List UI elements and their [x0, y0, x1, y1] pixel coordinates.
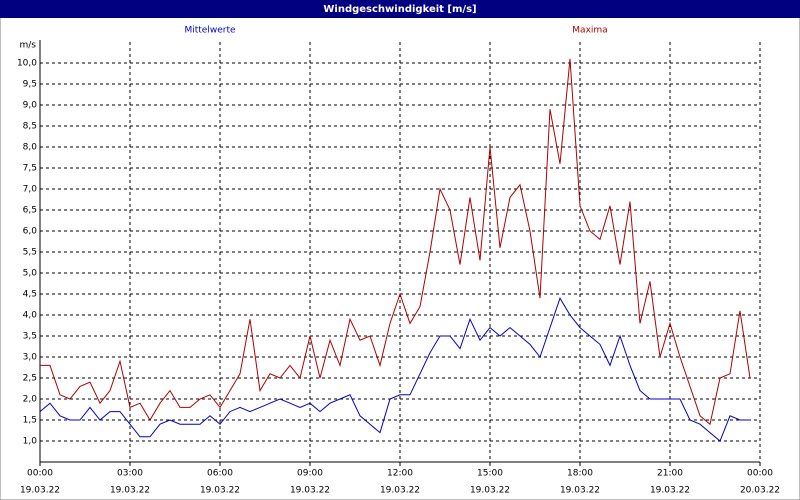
y-tick-label: 7,0 — [23, 185, 38, 195]
x-tick-label: 06:00 — [207, 469, 233, 479]
y-tick-label: 9,0 — [23, 101, 38, 111]
x-tick-date: 20.03.22 — [740, 486, 780, 496]
y-tick-label: 8,5 — [23, 122, 37, 132]
x-tick-date: 19.03.22 — [110, 486, 150, 496]
legend-label: Maxima — [572, 26, 607, 36]
x-tick-label: 00:00 — [747, 469, 773, 479]
x-tick-date: 19.03.22 — [290, 486, 330, 496]
legend-label: Mittelwerte — [184, 26, 235, 36]
y-tick-label: 4,0 — [23, 311, 38, 321]
y-tick-label: 3,5 — [23, 332, 37, 342]
y-tick-label: 6,5 — [23, 206, 37, 216]
x-tick-label: 03:00 — [117, 469, 143, 479]
y-tick-label: 5,0 — [23, 269, 38, 279]
y-tick-label: 10,0 — [17, 59, 37, 69]
y-tick-label: 2,0 — [23, 395, 38, 405]
title-bar — [0, 0, 800, 18]
y-tick-label: 7,5 — [23, 164, 37, 174]
y-tick-label: 9,5 — [23, 80, 37, 90]
y-tick-label: 3,0 — [23, 353, 38, 363]
x-tick-date: 19.03.22 — [560, 486, 600, 496]
y-tick-label: 2,5 — [23, 374, 37, 384]
x-tick-label: 12:00 — [387, 469, 413, 479]
y-tick-label: 8,0 — [23, 143, 38, 153]
y-tick-label: 1,0 — [23, 437, 38, 447]
y-tick-label: 6,0 — [23, 227, 38, 237]
y-axis-label: m/s — [20, 41, 37, 51]
x-tick-date: 19.03.22 — [380, 486, 420, 496]
x-tick-date: 19.03.22 — [650, 486, 690, 496]
x-tick-label: 21:00 — [657, 469, 683, 479]
x-tick-label: 18:00 — [567, 469, 593, 479]
x-tick-date: 19.03.22 — [20, 486, 60, 496]
x-tick-date: 19.03.22 — [200, 486, 240, 496]
y-tick-label: 5,5 — [23, 248, 37, 258]
chart-title: Windgeschwindigkeit [m/s] — [323, 4, 476, 15]
x-tick-label: 00:00 — [27, 469, 53, 479]
data-line — [40, 58, 751, 426]
y-tick-label: 1,5 — [23, 416, 37, 426]
y-tick-label: 4,5 — [23, 290, 37, 300]
x-tick-label: 09:00 — [297, 469, 323, 479]
x-tick-label: 15:00 — [477, 469, 503, 479]
x-tick-date: 19.03.22 — [470, 486, 510, 496]
data-line — [39, 297, 750, 442]
